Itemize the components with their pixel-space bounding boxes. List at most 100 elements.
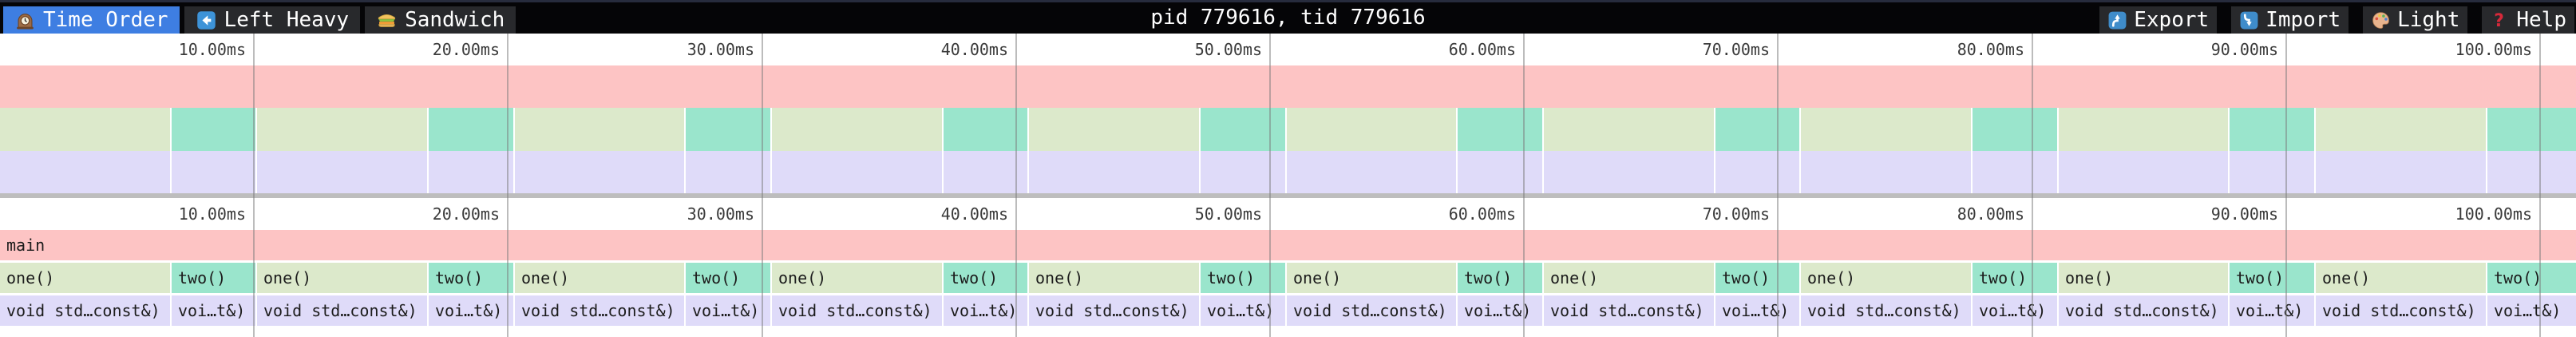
flamechart-frame-two-child[interactable]: voi…t&)	[172, 295, 255, 326]
help-button[interactable]: ? Help	[2482, 6, 2574, 34]
minimap-frame-two[interactable]	[429, 108, 513, 151]
minimap-frame-one[interactable]	[515, 108, 684, 151]
flamechart-frame-one-child[interactable]: void std…const&)	[772, 295, 942, 326]
flamechart-frame-two[interactable]: two()	[1973, 263, 2057, 293]
flamechart-frame-one-child[interactable]: void std…const&)	[1287, 295, 1456, 326]
minimap-frame-child[interactable]	[1287, 151, 1456, 193]
minimap-frame-child[interactable]	[1544, 151, 1714, 193]
flamechart-frame-one-child[interactable]: void std…const&)	[1029, 295, 1199, 326]
minimap-frame-child[interactable]	[2230, 151, 2314, 193]
flamechart-frame-two-child[interactable]: voi…t&)	[944, 295, 1027, 326]
flamechart-frame-one[interactable]: one()	[257, 263, 427, 293]
minimap-frame-one[interactable]	[1029, 108, 1199, 151]
flamechart-frame-two[interactable]: two()	[172, 263, 255, 293]
export-button[interactable]: Export	[2099, 6, 2218, 34]
minimap-frame-one[interactable]	[257, 108, 427, 151]
flamechart-frame-one[interactable]: one()	[772, 263, 942, 293]
minimap-frame-child[interactable]	[944, 151, 1027, 193]
flamechart-frame-one-child[interactable]: void std…const&)	[0, 295, 170, 326]
frame-label: one()	[1807, 268, 1856, 287]
flamechart-frame-one[interactable]: one()	[2059, 263, 2228, 293]
minimap-frame-child[interactable]	[515, 151, 684, 193]
flamechart-frame-two-child[interactable]: voi…t&)	[686, 295, 770, 326]
flamechart-frame-two[interactable]: two()	[1201, 263, 1285, 293]
frame-label: two()	[2236, 268, 2285, 287]
flamechart-frame-one[interactable]: one()	[1801, 263, 1971, 293]
flamechart-frame-two[interactable]: two()	[944, 263, 1027, 293]
import-button[interactable]: Import	[2231, 6, 2349, 34]
frame-label: void std…const&)	[6, 301, 160, 320]
minimap-frame-two[interactable]	[1458, 108, 1542, 151]
light-button[interactable]: Light	[2363, 6, 2468, 34]
minimap-frame-main[interactable]	[0, 65, 2576, 108]
minimap-frame-two[interactable]	[172, 108, 255, 151]
minimap-frame-two[interactable]	[944, 108, 1027, 151]
flamechart-frame-two[interactable]: two()	[1458, 263, 1542, 293]
minimap-frame-child[interactable]	[1715, 151, 1799, 193]
frame-label: voi…t&)	[692, 301, 760, 320]
minimap-frame-two[interactable]	[1715, 108, 1799, 151]
flamechart-frame-one[interactable]: one()	[515, 263, 684, 293]
flamechart-frame-two[interactable]: two()	[1715, 263, 1799, 293]
flamechart-frame-one[interactable]: one()	[1544, 263, 1714, 293]
flamechart-frame-one-child[interactable]: void std…const&)	[2059, 295, 2228, 326]
minimap-frame-child[interactable]	[0, 151, 170, 193]
flamechart-frame-two[interactable]: two()	[2230, 263, 2314, 293]
minimap-frame-child[interactable]	[686, 151, 770, 193]
flamechart-frame-two-child[interactable]: voi…t&)	[1973, 295, 2057, 326]
flamechart-frame-two[interactable]: two()	[686, 263, 770, 293]
minimap-frame-child[interactable]	[772, 151, 942, 193]
minimap-frame-one[interactable]	[0, 108, 170, 151]
flamechart-frame-two[interactable]: two()	[429, 263, 513, 293]
flamechart-frame-one-child[interactable]: void std…const&)	[257, 295, 427, 326]
minimap-frame-two[interactable]	[1201, 108, 1285, 151]
flamechart-frame-two-child[interactable]: voi…t&)	[1458, 295, 1542, 326]
minimap-frame-child[interactable]	[172, 151, 255, 193]
minimap-frame-child[interactable]	[2487, 151, 2576, 193]
tab-left-heavy[interactable]: Left Heavy	[184, 6, 361, 34]
flamechart-frame-one[interactable]: one()	[2316, 263, 2486, 293]
tick-label: 70.00ms	[1702, 40, 1770, 59]
minimap-frame-child[interactable]	[1801, 151, 1971, 193]
flamechart-frame-one[interactable]: one()	[0, 263, 170, 293]
minimap-frame-child[interactable]	[2059, 151, 2228, 193]
minimap-frame-child[interactable]	[2316, 151, 2486, 193]
flamechart-frame-two-child[interactable]: voi…t&)	[1715, 295, 1799, 326]
flamechart[interactable]: main one() two() void std…const&) voi…t&) one…	[0, 230, 2576, 337]
minimap-frame-child[interactable]	[1973, 151, 2057, 193]
flamechart-frame-one-child[interactable]: void std…const&)	[1544, 295, 1714, 326]
minimap-frame-two[interactable]	[686, 108, 770, 151]
minimap-frame-one[interactable]	[772, 108, 942, 151]
minimap-frame-one[interactable]	[1287, 108, 1456, 151]
minimap-frame-two[interactable]	[1973, 108, 2057, 151]
tab-time-order[interactable]: Time Order	[3, 6, 180, 34]
minimap[interactable]	[0, 65, 2576, 193]
minimap-frame-child[interactable]	[1458, 151, 1542, 193]
flamechart-frame-two-child[interactable]: voi…t&)	[2230, 295, 2314, 326]
flamechart-frame-main[interactable]: main	[0, 230, 2576, 260]
flamechart-frame-two-child[interactable]: voi…t&)	[2487, 295, 2576, 326]
flamechart-frame-one[interactable]: one()	[1287, 263, 1456, 293]
minimap-frame-two[interactable]	[2487, 108, 2576, 151]
minimap-frame-two[interactable]	[2230, 108, 2314, 151]
palette-icon	[2371, 10, 2391, 30]
flamechart-frame-one-child[interactable]: void std…const&)	[2316, 295, 2486, 326]
minimap-frame-one[interactable]	[1801, 108, 1971, 151]
flamechart-frame-two-child[interactable]: voi…t&)	[1201, 295, 1285, 326]
left-arrow-icon	[196, 10, 217, 31]
minimap-frame-child[interactable]	[429, 151, 513, 193]
flamechart-frame-two-child[interactable]: voi…t&)	[429, 295, 513, 326]
minimap-frame-child[interactable]	[1201, 151, 1285, 193]
minimap-frame-child[interactable]	[1029, 151, 1199, 193]
tab-sandwich[interactable]: Sandwich	[365, 6, 516, 34]
tab-label: Left Heavy	[224, 8, 350, 32]
minimap-frame-one[interactable]	[1544, 108, 1714, 151]
minimap-frame-child[interactable]	[257, 151, 427, 193]
tick-label: 60.00ms	[1448, 40, 1516, 59]
minimap-frame-one[interactable]	[2059, 108, 2228, 151]
flamechart-frame-one-child[interactable]: void std…const&)	[515, 295, 684, 326]
minimap-frame-one[interactable]	[2316, 108, 2486, 151]
flamechart-frame-one[interactable]: one()	[1029, 263, 1199, 293]
flamechart-frame-two[interactable]: two()	[2487, 263, 2576, 293]
flamechart-frame-one-child[interactable]: void std…const&)	[1801, 295, 1971, 326]
